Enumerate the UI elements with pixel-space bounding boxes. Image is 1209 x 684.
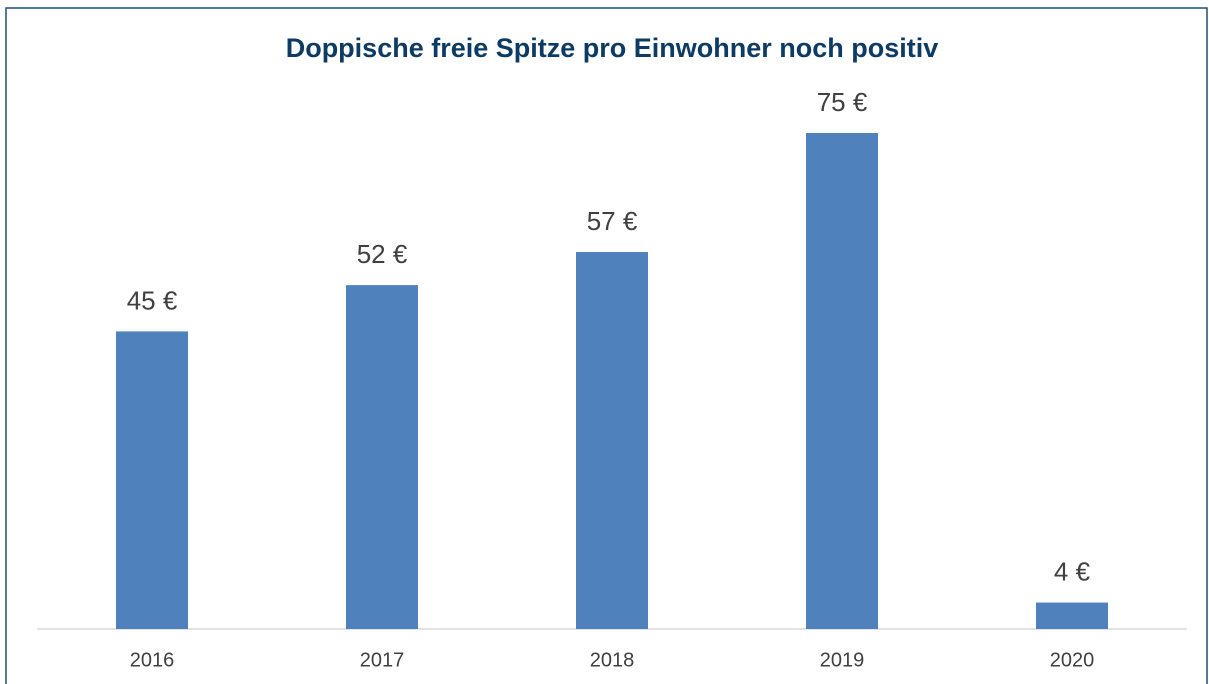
x-tick-label: 2016 bbox=[130, 649, 175, 671]
bar bbox=[1036, 602, 1108, 629]
bar bbox=[346, 285, 418, 629]
frame bbox=[5, 7, 1208, 684]
data-label: 52 € bbox=[357, 239, 408, 269]
x-tick-label: 2018 bbox=[590, 649, 635, 671]
data-label: 75 € bbox=[817, 87, 868, 117]
bar bbox=[806, 133, 878, 629]
chart-title: Doppische freie Spitze pro Einwohner noc… bbox=[286, 33, 939, 63]
bar bbox=[576, 252, 648, 630]
x-tick-label: 2019 bbox=[820, 649, 865, 671]
bar bbox=[116, 331, 188, 629]
x-tick-label: 2017 bbox=[360, 649, 405, 671]
data-label: 45 € bbox=[127, 285, 178, 315]
data-label: 4 € bbox=[1054, 556, 1091, 586]
data-label: 57 € bbox=[587, 206, 638, 236]
x-tick-label: 2020 bbox=[1050, 649, 1095, 671]
